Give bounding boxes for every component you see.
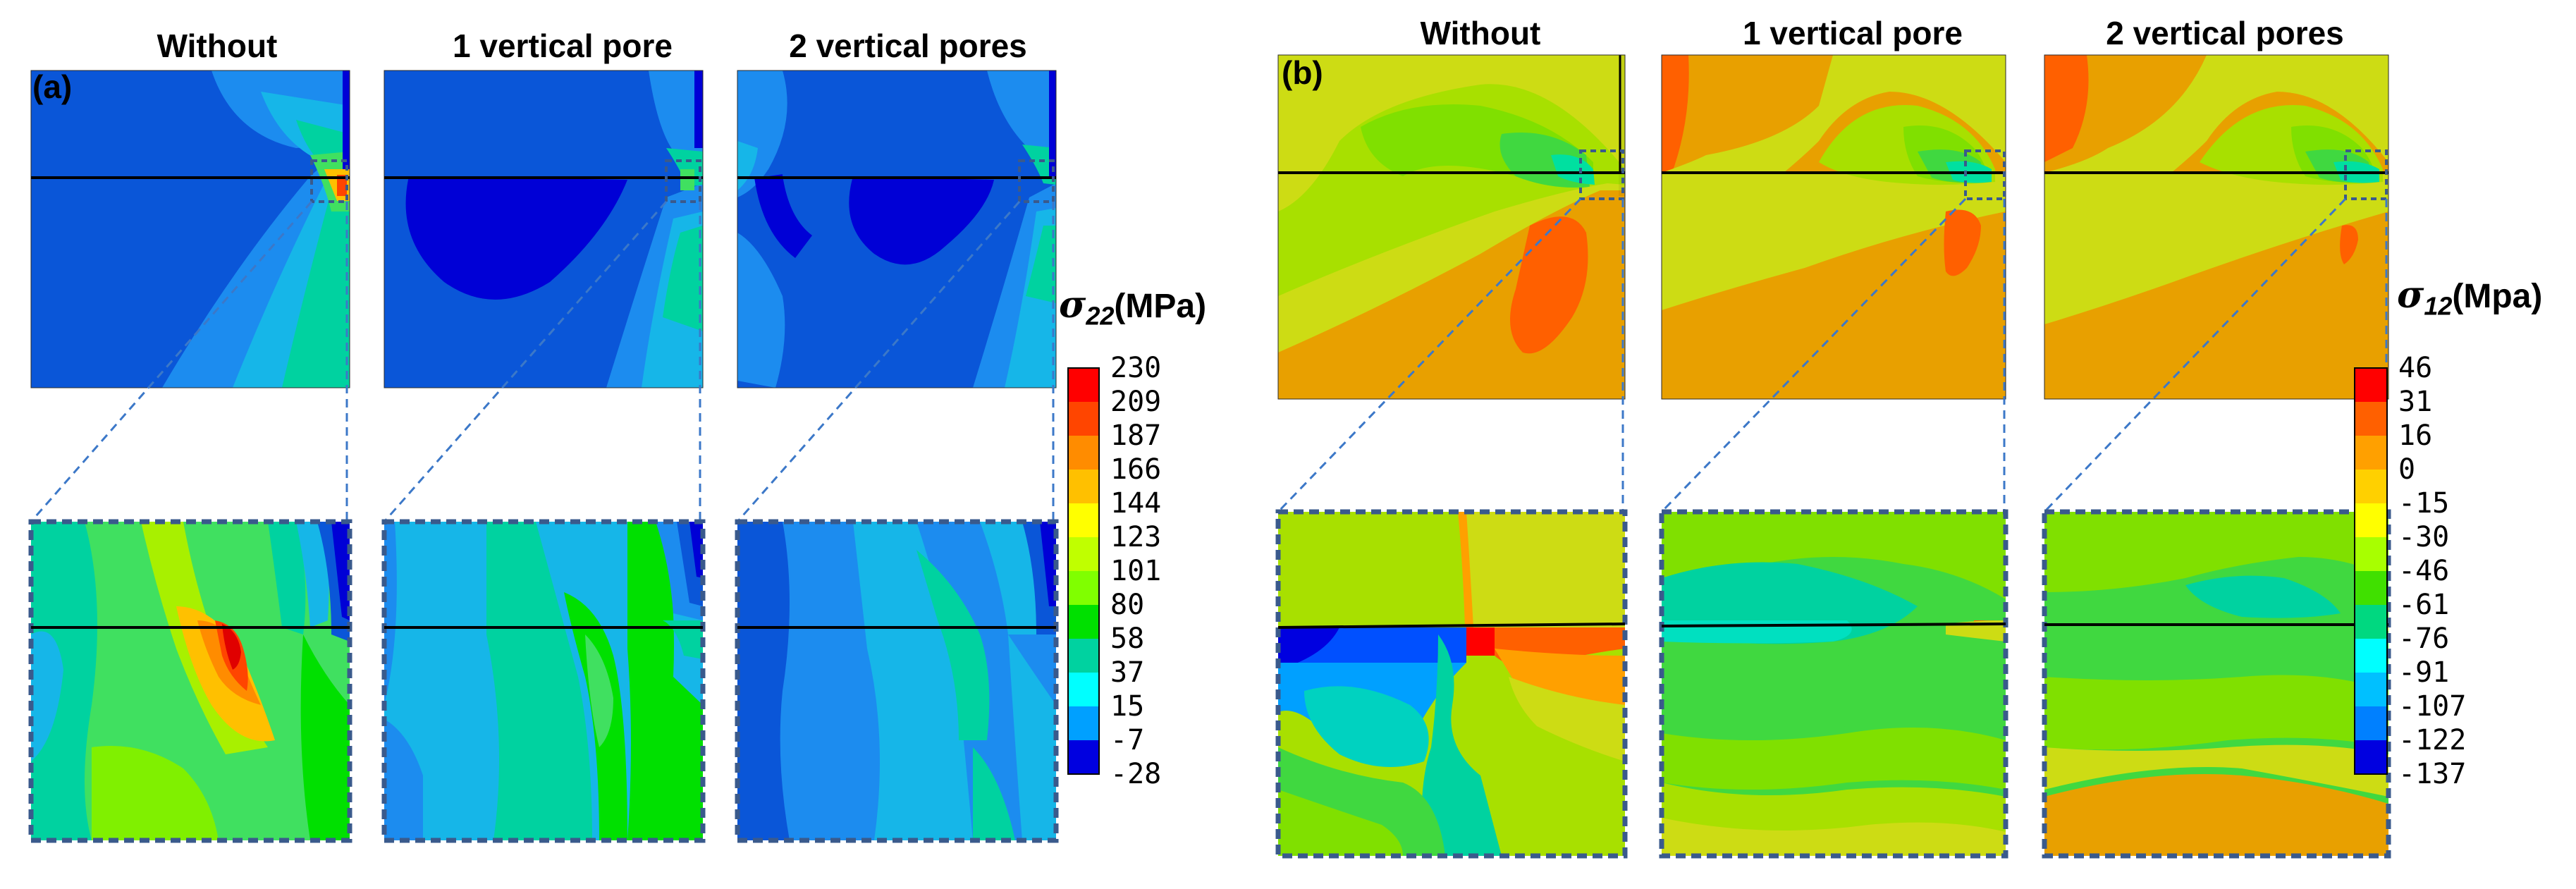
colorbar-a-tick: 15 xyxy=(1110,690,1145,723)
colorbar-a-symbol: σ xyxy=(1059,283,1086,326)
colorbar-b-band-2 xyxy=(2355,402,2387,436)
panel-b-plot-1-pore xyxy=(1662,55,2006,399)
colorbar-a-band-6 xyxy=(1068,537,1099,571)
panel-a-col-title-1-pore: 1 vertical pore xyxy=(453,27,673,64)
colorbar-a-unit: (MPa) xyxy=(1114,288,1207,325)
panel-b-zoom-without xyxy=(1278,512,1625,856)
colorbar-a-tick: 230 xyxy=(1110,352,1162,384)
colorbar-b-tick: -122 xyxy=(2398,724,2467,756)
colorbar-a-tick: 101 xyxy=(1110,555,1162,587)
colorbar-a-band-9 xyxy=(1068,639,1099,673)
colorbar-b-tick: -61 xyxy=(2398,589,2450,621)
colorbar-b-symbol: σ xyxy=(2397,274,2424,317)
panel-a-col-title-without: Without xyxy=(157,27,278,64)
colorbar-b-band-11 xyxy=(2355,706,2387,740)
colorbar-a-band-3 xyxy=(1068,436,1099,470)
panel-a-colorbar xyxy=(1067,367,1100,775)
colorbar-b-tick: -30 xyxy=(2398,521,2450,553)
colorbar-a-tick: 37 xyxy=(1110,656,1145,689)
colorbar-b-band-1 xyxy=(2355,368,2387,402)
colorbar-b-band-12 xyxy=(2355,740,2387,774)
colorbar-a-band-8 xyxy=(1068,605,1099,639)
panel-b-tag: (b) xyxy=(1282,54,1323,91)
colorbar-a-band-5 xyxy=(1068,503,1099,537)
colorbar-b-tick: -107 xyxy=(2398,690,2467,723)
colorbar-b-band-6 xyxy=(2355,537,2387,571)
colorbar-b-tick: -76 xyxy=(2398,623,2450,655)
colorbar-b-tick: -137 xyxy=(2398,758,2467,790)
colorbar-a-tick: -7 xyxy=(1110,724,1145,756)
colorbar-a-tick: 80 xyxy=(1110,589,1145,621)
colorbar-b-band-9 xyxy=(2355,639,2387,673)
panel-a-plot-1-pore xyxy=(384,70,703,388)
colorbar-a-tick: -28 xyxy=(1110,758,1162,790)
colorbar-b-band-8 xyxy=(2355,605,2387,639)
colorbar-b-tick: -46 xyxy=(2398,555,2450,587)
panel-a-tag: (a) xyxy=(32,68,73,105)
colorbar-a-tick: 187 xyxy=(1110,419,1162,452)
panel-b-plot-without xyxy=(1278,55,1625,399)
colorbar-a-tick: 144 xyxy=(1110,487,1162,520)
colorbar-b-tick: -15 xyxy=(2398,487,2450,520)
colorbar-a-tick: 209 xyxy=(1110,386,1162,418)
panel-a-zoom-lines xyxy=(30,201,1055,522)
colorbar-b-tick: 0 xyxy=(2398,453,2416,486)
colorbar-b-band-5 xyxy=(2355,503,2387,537)
colorbar-b-unit: (Mpa) xyxy=(2452,278,2543,315)
panel-a-col-title-2-pores: 2 vertical pores xyxy=(789,27,1027,64)
panel-a-colorbar-title: σ22(MPa) xyxy=(1059,283,1206,331)
colorbar-a-band-11 xyxy=(1068,706,1099,740)
colorbar-a-band-4 xyxy=(1068,470,1099,503)
colorbar-a-band-12 xyxy=(1068,740,1099,774)
panel-a-plot-without xyxy=(31,70,350,388)
colorbar-b-subscript: 12 xyxy=(2424,291,2453,321)
colorbar-a-band-10 xyxy=(1068,673,1099,706)
panel-b-plot-2-pores xyxy=(2044,55,2388,399)
panel-a-zoom-without xyxy=(31,522,350,840)
colorbar-b-tick: 16 xyxy=(2398,419,2433,452)
panel-b-col-title-2-pores: 2 vertical pores xyxy=(2106,15,2344,51)
panel-a-zoom-1-pore xyxy=(384,522,703,840)
colorbar-b-tick: 46 xyxy=(2398,352,2433,384)
panel-b-col-title-1-pore: 1 vertical pore xyxy=(1743,15,1963,51)
panel-b-zoom-2-pores xyxy=(2044,512,2388,856)
panel-b-colorbar xyxy=(2354,367,2388,775)
colorbar-b-tick: -91 xyxy=(2398,656,2450,689)
panel-a-plot-2-pores xyxy=(737,70,1056,388)
colorbar-b-band-3 xyxy=(2355,436,2387,470)
panel-b-col-title-without: Without xyxy=(1420,15,1541,51)
panel-b-zoom-1-pore xyxy=(1662,512,2006,856)
colorbar-b-band-10 xyxy=(2355,673,2387,706)
colorbar-a-tick: 166 xyxy=(1110,453,1162,486)
colorbar-b-tick: 31 xyxy=(2398,386,2433,418)
panel-a-zoom-2-pores xyxy=(737,522,1056,840)
panel-b-colorbar-title: σ12(Mpa) xyxy=(2397,274,2542,321)
colorbar-a-band-7 xyxy=(1068,571,1099,605)
colorbar-a-subscript: 22 xyxy=(1086,301,1115,331)
colorbar-a-band-1 xyxy=(1068,368,1099,402)
colorbar-a-tick: 123 xyxy=(1110,521,1162,553)
colorbar-a-tick: 58 xyxy=(1110,623,1145,655)
colorbar-b-band-4 xyxy=(2355,470,2387,503)
colorbar-b-band-7 xyxy=(2355,571,2387,605)
colorbar-a-band-2 xyxy=(1068,402,1099,436)
